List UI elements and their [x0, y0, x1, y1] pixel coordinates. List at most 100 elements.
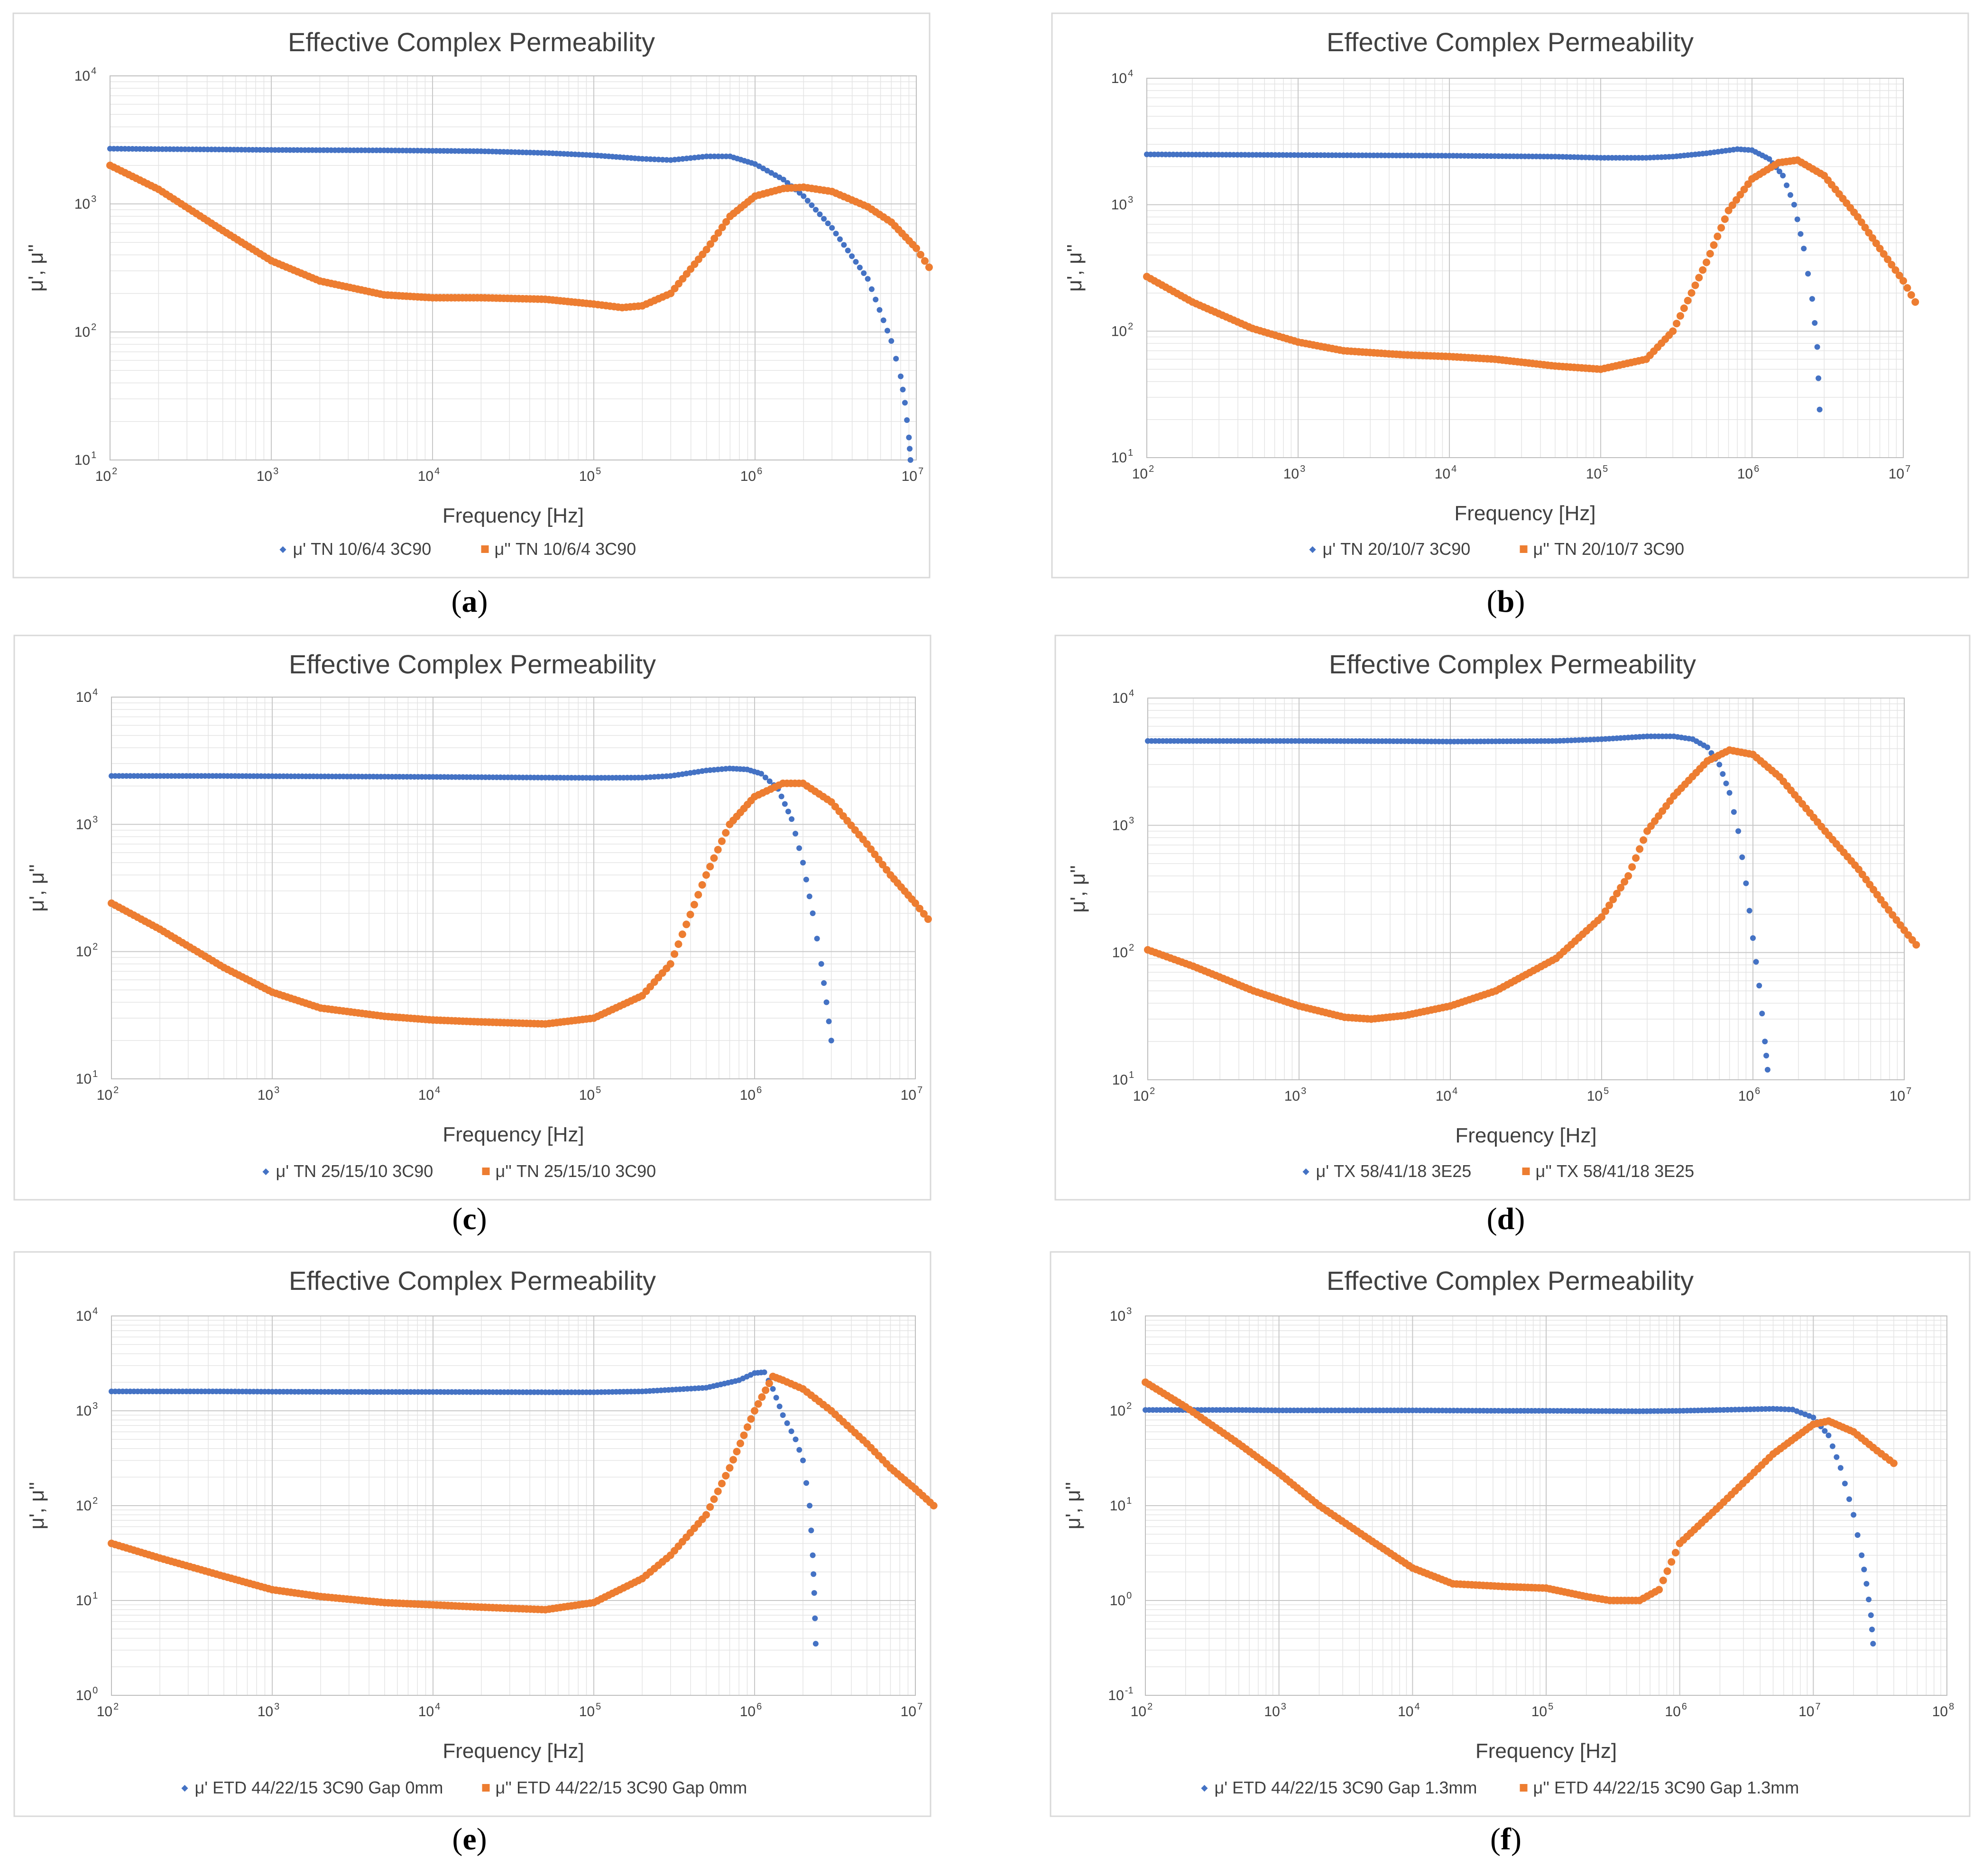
- series-marker: [1695, 274, 1703, 282]
- legend-marker-mu-double-prime: [482, 1784, 490, 1792]
- series-marker: [920, 910, 928, 918]
- data-point: [793, 1436, 799, 1443]
- series-marker: [1822, 1428, 1828, 1434]
- series-marker: [729, 1456, 737, 1464]
- caption-paren-close: ): [1514, 584, 1525, 619]
- series-mu-double-prime: [1142, 1378, 1898, 1604]
- y-tick-exponent: 1: [92, 1069, 98, 1079]
- series-marker: [845, 248, 851, 254]
- series-marker: [1842, 1481, 1848, 1487]
- data-point: [1911, 298, 1919, 306]
- series-marker: [1740, 185, 1748, 193]
- series-marker: [1869, 1627, 1875, 1633]
- series-marker: [1710, 241, 1718, 249]
- data-point: [912, 899, 919, 907]
- data-point: [761, 1369, 767, 1375]
- series-marker: [1834, 1454, 1840, 1460]
- y-tick-exponent: 1: [1129, 1070, 1134, 1080]
- panel-caption-f: (f): [1490, 1822, 1521, 1857]
- y-tick-exponent: 0: [92, 1685, 98, 1696]
- x-tick-exponent: 3: [1281, 1701, 1286, 1712]
- legend: μ' TX 58/41/18 3E25 μ'' TX 58/41/18 3E25: [1302, 1161, 1694, 1181]
- data-point: [902, 400, 908, 406]
- data-point: [1814, 344, 1820, 350]
- data-point: [898, 373, 904, 379]
- series-marker: [784, 1420, 790, 1426]
- series-marker: [715, 153, 721, 159]
- x-tick-label: 10 3: [1264, 1701, 1286, 1720]
- data-point: [1716, 762, 1723, 768]
- data-point: [818, 961, 824, 967]
- series-marker: [1609, 895, 1617, 903]
- data-point: [1853, 213, 1862, 221]
- series-marker: [1706, 250, 1714, 258]
- series-marker: [808, 1527, 814, 1534]
- series-marker: [722, 218, 730, 226]
- caption-paren-open: (: [452, 584, 462, 619]
- series-mu-prime: [109, 1369, 819, 1647]
- y-tick-exponent: 0: [1126, 1591, 1132, 1601]
- series-marker: [1746, 908, 1752, 914]
- series-marker: [1753, 959, 1759, 965]
- x-tick-exponent: 7: [918, 466, 923, 477]
- x-tick-exponent: 6: [1754, 464, 1759, 474]
- series-marker: [796, 1447, 802, 1453]
- data-point: [1868, 1612, 1874, 1618]
- data-point: [1816, 406, 1823, 413]
- legend-entry-mu-prime: μ' TN 20/10/7 3C90: [1323, 539, 1471, 559]
- tick-labels: 10 2 10 3 10 4 10 5 10 6 10 710 110 210 310 4: [74, 66, 924, 484]
- series-marker: [1787, 192, 1793, 198]
- plot-area-border: [1146, 78, 1904, 458]
- y-tick-exponent: 4: [92, 687, 98, 698]
- series-marker: [784, 180, 791, 186]
- tick-labels: 10 2 10 3 10 4 10 5 10 6 10 7 10 810 -110 010 110 210 3: [1108, 1306, 1954, 1720]
- series-mu-double-prime: [1143, 156, 1919, 373]
- data-point: [1870, 1641, 1876, 1647]
- y-tick-exponent: 3: [92, 814, 98, 825]
- series-marker: [1659, 1576, 1667, 1584]
- data-point: [906, 434, 912, 441]
- caption-paren-close: ): [477, 1822, 487, 1857]
- series-marker: [809, 202, 815, 208]
- x-tick-exponent: 3: [1301, 1086, 1306, 1096]
- grid: [111, 1315, 916, 1696]
- series-marker: [1744, 180, 1752, 188]
- series-marker: [1880, 250, 1888, 258]
- chart-panel-e: 10 2 10 3 10 4 10 5 10 6 10 710 010 110 210 310 4Effecti…: [13, 1251, 938, 1817]
- series-marker: [758, 1393, 766, 1401]
- x-tick-exponent: 6: [1755, 1086, 1760, 1096]
- series-marker: [916, 250, 924, 258]
- series-marker: [773, 1395, 779, 1401]
- series-marker: [1829, 1443, 1835, 1449]
- chart-title: Effective Complex Permeability: [289, 649, 656, 679]
- series-marker: [1869, 234, 1877, 242]
- series-marker: [1759, 1011, 1765, 1017]
- y-tick-exponent: 3: [91, 194, 96, 204]
- series-marker: [1680, 304, 1688, 312]
- tick-labels: 10 2 10 3 10 4 10 5 10 6 10 710 010 110 210 310 4: [76, 1306, 923, 1720]
- series-marker: [714, 229, 722, 237]
- series-marker: [711, 153, 718, 159]
- data-point: [1762, 1039, 1768, 1045]
- legend: μ' TN 10/6/4 3C90 μ'' TN 10/6/4 3C90: [279, 539, 636, 559]
- series-marker: [776, 1403, 783, 1409]
- series-marker: [1691, 281, 1699, 289]
- series-marker: [1736, 191, 1744, 199]
- series-marker: [647, 774, 654, 780]
- series-marker: [1720, 771, 1726, 777]
- series-marker: [1687, 289, 1696, 297]
- series-marker: [1602, 907, 1610, 915]
- caption-paren-open: (: [1490, 1822, 1501, 1857]
- series-mu-prime: [1144, 146, 1823, 413]
- series-mu-double-prime: [106, 161, 933, 312]
- x-tick-exponent: 6: [1682, 1701, 1687, 1712]
- x-tick-exponent: 7: [1815, 1701, 1820, 1712]
- data-point: [1890, 1459, 1898, 1467]
- x-axis-label: Frequency [Hz]: [1454, 502, 1595, 525]
- data-point: [1810, 1415, 1816, 1421]
- chart-panel-f: 10 2 10 3 10 4 10 5 10 6 10 7 10 810 -110 010 110 210 3Eff…: [1050, 1251, 1971, 1817]
- data-point: [780, 1412, 786, 1418]
- series-marker: [841, 242, 847, 248]
- series-marker: [893, 356, 899, 362]
